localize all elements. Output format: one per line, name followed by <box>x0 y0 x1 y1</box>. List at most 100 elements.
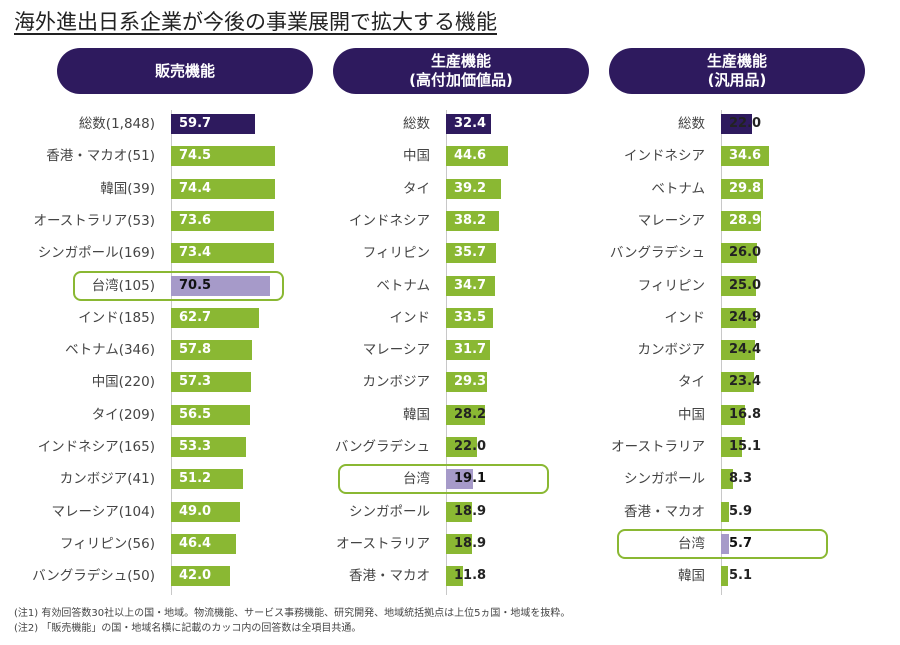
panel-3-category-label: 中国 <box>678 406 705 423</box>
panel-2-highlight-box <box>338 464 549 495</box>
panel-1-bar <box>171 501 240 522</box>
panel-2-value-label: 29.3 <box>454 374 487 390</box>
panel-2-value-label: 11.8 <box>454 568 487 584</box>
panel-3-header-line: 生産機能 <box>706 52 767 70</box>
panel-3-category-label: マレーシア <box>637 212 705 229</box>
panel-2-category-label: マレーシア <box>362 342 430 359</box>
footnote-2: (注2) 「販売機能」の国・地域名横に記載のカッコ内の回答数は全項目共通。 <box>14 623 362 634</box>
panel-1-category-label: フィリピン(56) <box>60 535 155 552</box>
panel-1-value-label: 62.7 <box>179 309 212 325</box>
panel-2-value-label: 28.2 <box>454 406 487 422</box>
panel-3-highlight-box <box>617 528 828 559</box>
panel-3-category-label: タイ <box>678 374 705 391</box>
panel-2-bar <box>446 146 509 167</box>
panel-3-bar <box>721 437 743 457</box>
panel-3-bar <box>721 146 770 167</box>
panel-3-value-label: 29.8 <box>729 180 762 196</box>
panel-2-bar <box>446 469 473 490</box>
panel-2-bar <box>446 210 500 231</box>
panel-1-value-label: 57.3 <box>179 374 212 390</box>
panel-3-category-label: ベトナム <box>651 180 705 197</box>
panel-1-bar <box>171 307 259 328</box>
panel-2-bar <box>446 275 495 296</box>
panel-2-category-label: 台湾 <box>403 471 430 488</box>
panel-3-value-label: 25.0 <box>729 277 762 293</box>
panel-2-bar <box>446 340 491 361</box>
panel-3-value-label: 24.4 <box>729 342 762 358</box>
panel-3-header-line: (汎用品) <box>707 71 767 89</box>
panel-1-value-label: 74.5 <box>179 148 212 164</box>
panel-3-category-label: フィリピン <box>637 277 705 294</box>
panel-2-bar <box>446 501 473 522</box>
panel-2-bar <box>446 533 473 554</box>
panel-3-category-label: 香港・マカオ <box>624 503 705 520</box>
panel-3-bar <box>721 307 756 328</box>
panel-1-bar <box>171 372 252 393</box>
panel-2-value-label: 22.0 <box>454 439 487 454</box>
panel-3-category-label: 韓国 <box>678 568 705 585</box>
panel-1-bar <box>171 275 270 296</box>
panel-2-category-label: カンボジア <box>362 374 431 391</box>
panel-2-bar <box>446 178 501 199</box>
chart-title: 海外進出日系企業が今後の事業展開で拡大する機能 <box>14 10 497 34</box>
panel-3-value-label: 28.9 <box>729 212 762 228</box>
panel-1-category-label: マレーシア(104) <box>51 503 155 520</box>
panel-3-value-label: 8.3 <box>729 471 753 487</box>
panel-3-category-label: インドネシア <box>624 148 705 165</box>
panel-2-value-label: 39.2 <box>454 180 487 196</box>
panel-2-header: 生産機能 (高付加価値品) <box>333 48 589 94</box>
panel-3-value-label: 22.0 <box>729 116 762 131</box>
panel-3-value-label: 23.4 <box>729 374 762 390</box>
panel-2-value-label: 18.9 <box>454 503 487 519</box>
panel-2-category-label: シンガポール <box>349 503 430 520</box>
panel-2-bar <box>446 372 488 393</box>
panel-3-bar <box>721 243 758 264</box>
panel-1-highlight-box <box>73 270 284 301</box>
panel-1-header: 販売機能 <box>57 48 313 94</box>
panel-2-header-line: 生産機能 <box>430 52 491 70</box>
panel-1-value-label: 74.4 <box>179 180 212 196</box>
panel-3-value-label: 15.1 <box>729 439 762 454</box>
panel-1-value-label: 59.7 <box>179 116 212 131</box>
panel-3-bar <box>721 275 756 296</box>
panel-2-category-label: ベトナム <box>376 277 430 294</box>
panel-2-category-label: 総数 <box>403 116 430 132</box>
panel-1-value-label: 57.8 <box>179 342 212 358</box>
panel-1-bar <box>171 437 246 457</box>
panel-1-bar <box>171 566 230 587</box>
panel-1-bar <box>171 178 276 199</box>
panel-2-value-label: 34.7 <box>454 277 487 293</box>
panel-3-value-label: 5.7 <box>729 535 753 551</box>
panel-1-value-label: 70.5 <box>179 277 212 293</box>
panel-1-bar <box>171 146 276 167</box>
panel-2-category-label: 中国 <box>403 148 430 165</box>
panel-3-bar <box>721 533 729 554</box>
panel-1-category-label: ベトナム(346) <box>65 342 155 359</box>
footnotes: (注1) 有効回答数30社以上の国・地域。物流機能、サービス事務機能、研究開発、… <box>14 606 570 636</box>
panel-1-category-label: インドネシア(165) <box>37 439 155 455</box>
panel-2-bar <box>446 307 493 328</box>
panel-2-category-label: タイ <box>403 180 430 197</box>
panel-3-header: 生産機能 (汎用品) <box>609 48 865 94</box>
panel-3-bar <box>721 404 745 425</box>
panel-1-category-label: 総数(1,848) <box>78 116 155 132</box>
panel-1-value-label: 73.6 <box>179 212 212 228</box>
panel-2-category-label: 韓国 <box>403 406 430 423</box>
panel-1-value-label: 49.0 <box>179 503 212 519</box>
panel-1-category-label: タイ(209) <box>91 406 155 423</box>
panel-1-category-label: インド(185) <box>78 309 155 326</box>
panel-1-bar <box>171 114 255 134</box>
panel-2-bar <box>446 243 496 264</box>
panel-3-value-label: 26.0 <box>729 245 762 261</box>
panel-1-value-label: 46.4 <box>179 535 212 551</box>
panel-3-bar <box>721 340 756 361</box>
panel-2-value-label: 44.6 <box>454 148 487 164</box>
panel-3-bar <box>721 372 754 393</box>
panel-3-value-label: 5.1 <box>729 568 753 584</box>
panel-2-category-label: フィリピン <box>362 245 430 262</box>
panel-2-header-line: (高付加価値品) <box>409 71 513 89</box>
panel-1-header-line: 販売機能 <box>154 61 215 80</box>
panel-2-category-label: オーストラリア <box>336 535 430 552</box>
panel-3-bar <box>721 566 729 587</box>
panel-1: 販売機能 <box>50 48 320 94</box>
